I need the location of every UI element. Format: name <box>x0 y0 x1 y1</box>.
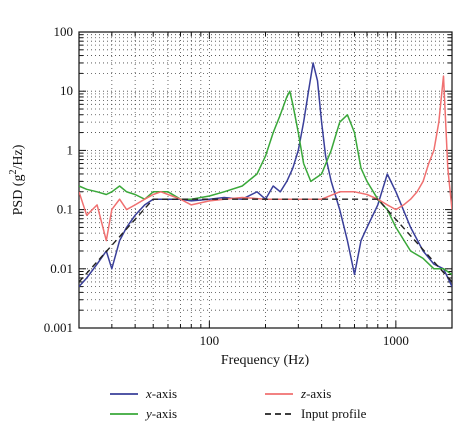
tick-labels: 100 1000 0.001 0.01 0.1 1 10 100 <box>44 24 409 348</box>
x-axis-title: Frequency (Hz) <box>221 353 310 368</box>
y-tick-label: 0.01 <box>50 261 73 276</box>
grid <box>79 32 452 328</box>
legend-label-z: z-axis <box>300 386 331 401</box>
series-lines <box>79 62 452 288</box>
y-tick-label: 0.1 <box>57 202 73 217</box>
series-line-y <box>79 90 452 276</box>
y-tick-label: 0.001 <box>44 320 73 335</box>
y-tick-label: 10 <box>60 83 73 98</box>
y-axis-title: PSD (g2/Hz) <box>8 144 26 215</box>
legend-label-input-profile: Input profile <box>301 406 367 421</box>
y-tick-label: 1 <box>67 142 74 157</box>
x-tick-label: 100 <box>200 333 220 348</box>
x-tick-label: 1000 <box>383 333 409 348</box>
legend-label-y: y-axis <box>144 406 177 421</box>
series-line-input-profile <box>79 198 452 283</box>
y-tick-label: 100 <box>54 24 74 39</box>
legend: x-axis y-axis z-axis Input profile <box>110 386 367 421</box>
series-line-x <box>79 62 452 288</box>
axis-ticks <box>79 32 452 328</box>
legend-label-x: x-axis <box>145 386 177 401</box>
